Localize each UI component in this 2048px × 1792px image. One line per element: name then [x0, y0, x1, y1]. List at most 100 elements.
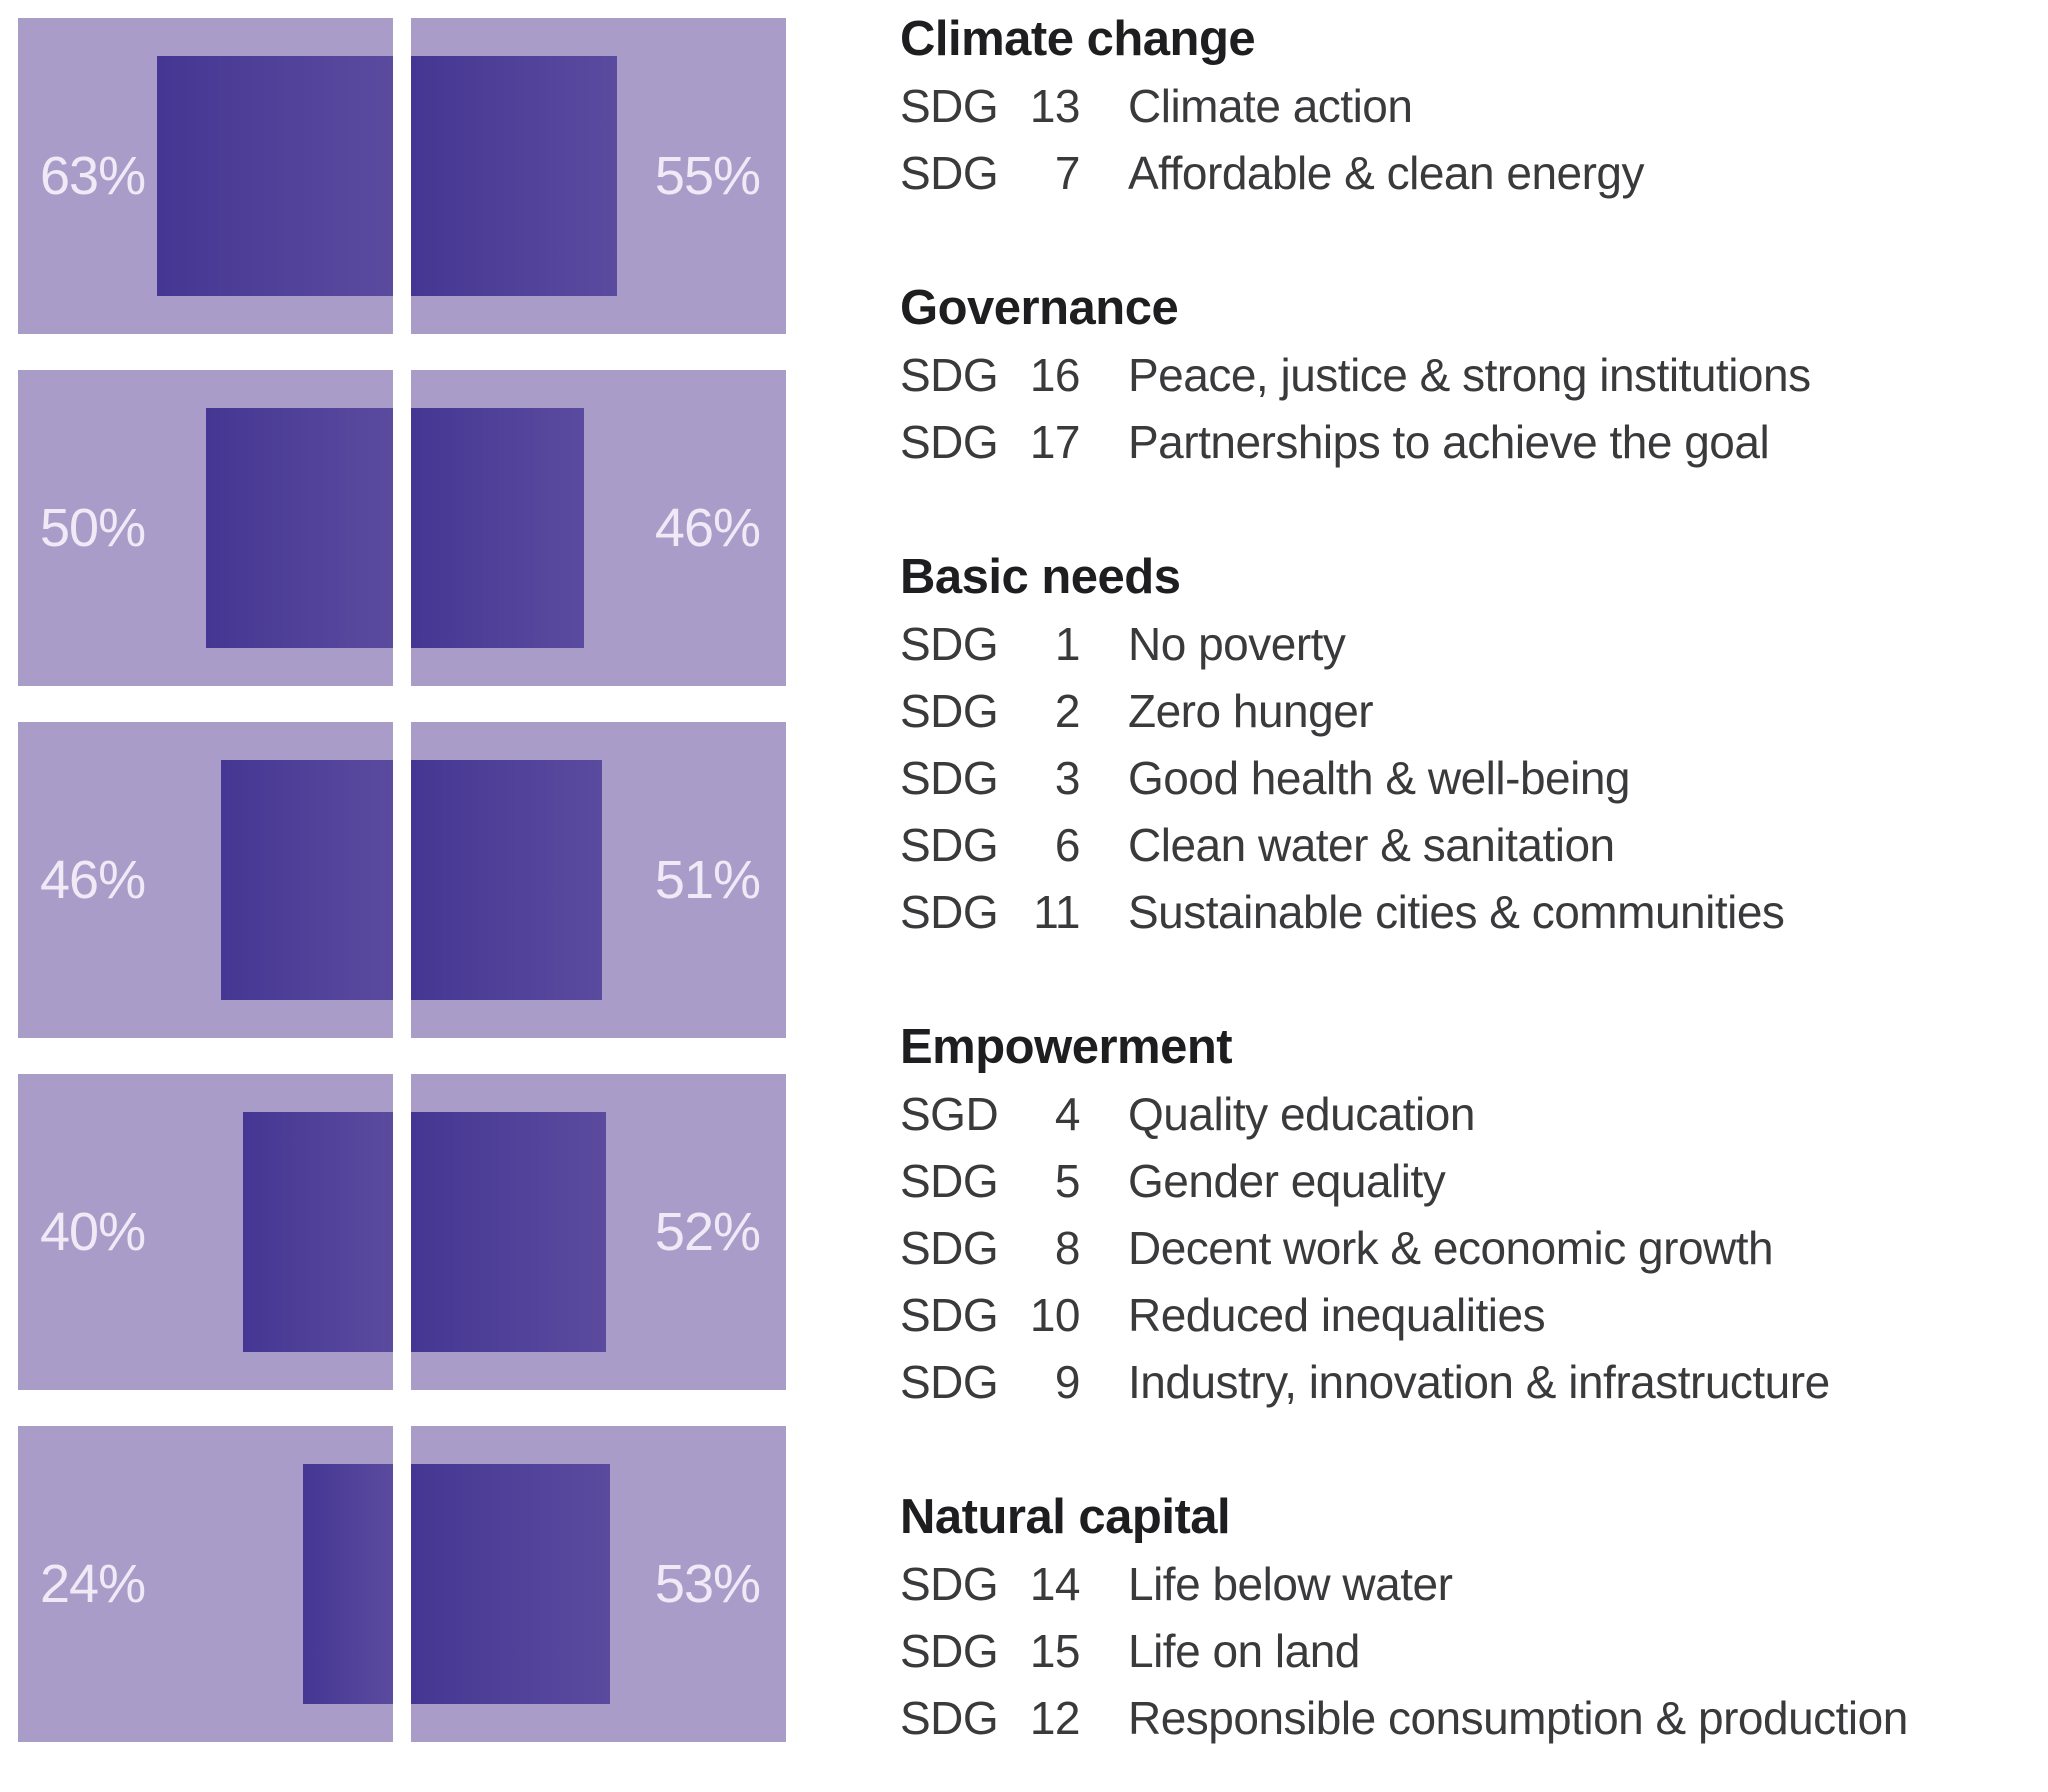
- sdg-prefix: SDG: [900, 1625, 999, 1677]
- sdg-goal-label: Gender equality: [1128, 1155, 1446, 1207]
- sdg-number: 10: [1029, 1289, 1081, 1341]
- sdg-goal-label: Clean water & sanitation: [1128, 819, 1615, 871]
- sdg-number: 12: [1029, 1692, 1081, 1744]
- sdg-number: 14: [1029, 1558, 1081, 1610]
- sdg-goal-label: Sustainable cities & communities: [1128, 886, 1785, 938]
- legend-item: SDG 10 Reduced inequalities: [900, 1282, 2040, 1349]
- left-value-bar: [243, 1111, 393, 1353]
- legend-section: Governance SDG 16 Peace, justice & stron…: [900, 275, 2040, 476]
- right-percent-label: 53%: [654, 1554, 761, 1614]
- sdg-goal-label: Decent work & economic growth: [1128, 1222, 1774, 1274]
- sdg-goal-label: Partnerships to achieve the goal: [1128, 416, 1770, 468]
- sdg-number: 3: [1054, 752, 1081, 804]
- chart-right-panel: 53%: [411, 1426, 786, 1742]
- sdg-prefix: SDG: [900, 416, 999, 468]
- sdg-number: 4: [1054, 1088, 1081, 1140]
- right-percent-label: 46%: [654, 498, 761, 558]
- chart-left-panel: 50%: [18, 370, 393, 686]
- sdg-goal-label: Zero hunger: [1128, 685, 1374, 737]
- left-percent-label: 24%: [40, 1554, 146, 1614]
- legend-item: SDG 1 No poverty: [900, 611, 2040, 678]
- sdg-prefix: SDG: [900, 1222, 999, 1274]
- sdg-number: 6: [1054, 819, 1081, 871]
- chart-right-panel: 52%: [411, 1074, 786, 1390]
- legend-item: SDG 3 Good health & well-being: [900, 745, 2040, 812]
- chart-left-panel: 46%: [18, 722, 393, 1038]
- sdg-prefix: SDG: [900, 752, 999, 804]
- chart-left-panel: 24%: [18, 1426, 393, 1742]
- sdg-prefix: SDG: [900, 349, 999, 401]
- chart-right-panel: 55%: [411, 18, 786, 334]
- sdg-prefix: SDG: [900, 1356, 999, 1408]
- sdg-goal-label: Reduced inequalities: [1128, 1289, 1546, 1341]
- legend-item: SDG 13 Climate action: [900, 73, 2040, 140]
- legend-section-header: Governance: [900, 281, 1179, 335]
- sdg-number: 17: [1029, 416, 1081, 468]
- sdg-prefix: SGD: [900, 1088, 999, 1140]
- right-value-bar: [411, 55, 618, 297]
- sdg-number: 13: [1029, 80, 1081, 132]
- left-percent-label: 63%: [40, 146, 146, 206]
- legend-item: SGD 4 Quality education: [900, 1081, 2040, 1148]
- legend-item: SDG 8 Decent work & economic growth: [900, 1215, 2040, 1282]
- legend-item: SDG 16 Peace, justice & strong instituti…: [900, 342, 2040, 409]
- left-percent-label: 46%: [40, 850, 146, 910]
- sdg-number: 2: [1054, 685, 1081, 737]
- sdg-prefix: SDG: [900, 1558, 999, 1610]
- left-percent-label: 50%: [40, 498, 146, 558]
- sdg-number: 11: [1033, 886, 1080, 938]
- diverging-bar-chart: 63% 55% 50% 46% 46%: [18, 18, 786, 1778]
- sdg-number: 5: [1054, 1155, 1081, 1207]
- legend-section-header: Natural capital: [900, 1490, 1231, 1544]
- chart-right-panel: 46%: [411, 370, 786, 686]
- sdg-goal-label: Responsible consumption & production: [1128, 1692, 1908, 1744]
- sdg-prefix: SDG: [900, 618, 999, 670]
- legend-section: Natural capital SDG 14 Life below water …: [900, 1484, 2040, 1752]
- chart-row: 46% 51%: [18, 722, 786, 1038]
- right-value-bar: [411, 759, 603, 1001]
- legend-section-header: Climate change: [900, 12, 1256, 66]
- sdg-goal-label: Life below water: [1128, 1558, 1453, 1610]
- legend-section: Empowerment SGD 4 Quality education SDG …: [900, 1014, 2040, 1416]
- chart-left-panel: 63%: [18, 18, 393, 334]
- legend-item: SDG 2 Zero hunger: [900, 678, 2040, 745]
- sdg-prefix: SDG: [900, 1289, 999, 1341]
- sdg-goal-label: Good health & well-being: [1128, 752, 1631, 804]
- sdg-goal-label: Climate action: [1128, 80, 1413, 132]
- sdg-prefix: SDG: [900, 80, 999, 132]
- sdg-number: 15: [1029, 1625, 1081, 1677]
- sdg-number: 16: [1029, 349, 1081, 401]
- sdg-number: 9: [1054, 1356, 1081, 1408]
- legend-section: Climate change SDG 13 Climate action SDG…: [900, 6, 2040, 207]
- chart-row: 40% 52%: [18, 1074, 786, 1390]
- legend-section: Basic needs SDG 1 No poverty SDG 2 Zero …: [900, 544, 2040, 946]
- chart-right-panel: 51%: [411, 722, 786, 1038]
- sdg-prefix: SDG: [900, 685, 999, 737]
- right-value-bar: [411, 407, 584, 649]
- sdg-goal-label: Peace, justice & strong institutions: [1128, 349, 1811, 401]
- sdg-number: 1: [1054, 618, 1081, 670]
- sdg-prefix: SDG: [900, 147, 999, 199]
- sdg-prefix: SDG: [900, 819, 999, 871]
- sdg-prefix: SDG: [900, 1155, 999, 1207]
- right-percent-label: 52%: [654, 1202, 761, 1262]
- right-value-bar: [411, 1463, 610, 1705]
- sdg-goal-label: Affordable & clean energy: [1128, 147, 1645, 199]
- chart-row: 50% 46%: [18, 370, 786, 686]
- chart-row: 24% 53%: [18, 1426, 786, 1742]
- sdg-goal-label: No poverty: [1128, 618, 1346, 670]
- left-value-bar: [220, 759, 393, 1001]
- sdg-number: 8: [1054, 1222, 1081, 1274]
- legend-item: SDG 11 Sustainable cities & communities: [900, 879, 2040, 946]
- legend-section-header: Basic needs: [900, 550, 1181, 604]
- right-percent-label: 51%: [654, 850, 761, 910]
- chart-row: 63% 55%: [18, 18, 786, 334]
- sdg-goal-label: Quality education: [1128, 1088, 1475, 1140]
- right-percent-label: 55%: [654, 146, 761, 206]
- legend-item: SDG 14 Life below water: [900, 1551, 2040, 1618]
- legend-item: SDG 9 Industry, innovation & infrastruct…: [900, 1349, 2040, 1416]
- legend-item: SDG 12 Responsible consumption & product…: [900, 1685, 2040, 1752]
- right-value-bar: [411, 1111, 606, 1353]
- sdg-prefix: SDG: [900, 886, 999, 938]
